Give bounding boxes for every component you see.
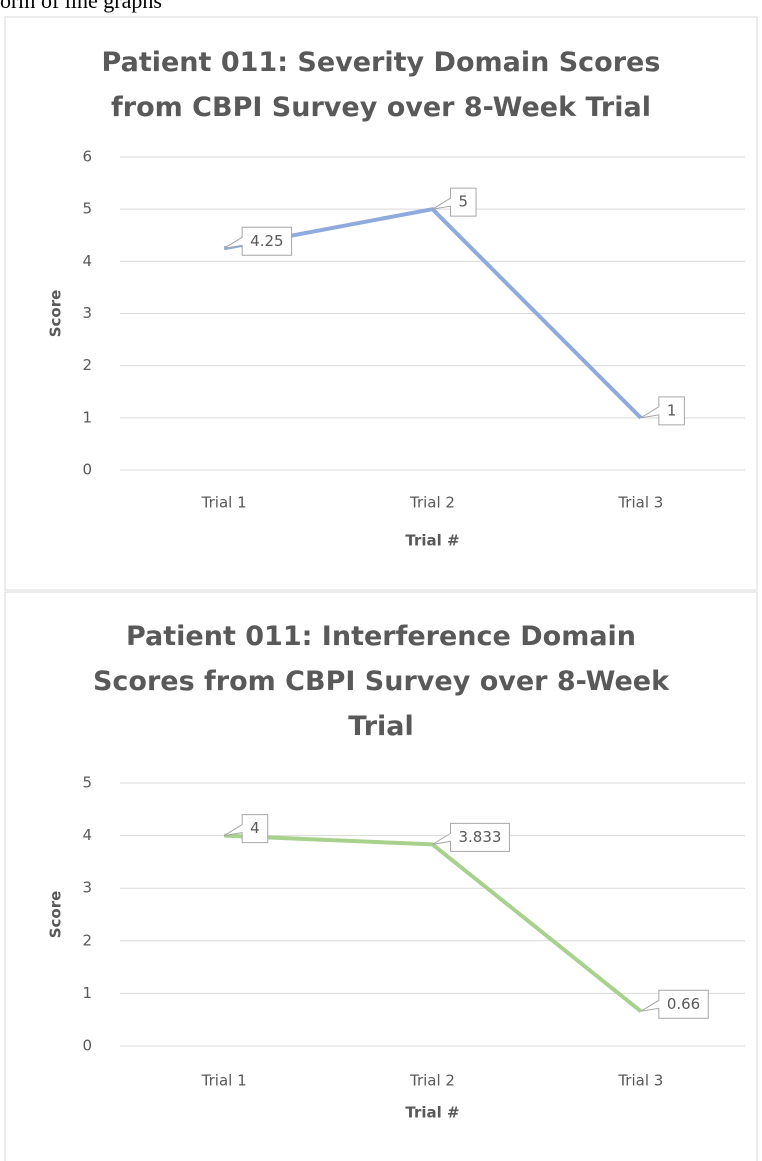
x-axis-title: Trial # (405, 532, 459, 550)
y-axis-title: Score (47, 891, 65, 939)
y-tick-label: 6 (82, 148, 92, 166)
x-tick-label: Trial 2 (409, 494, 455, 512)
y-tick-label: 3 (82, 304, 92, 322)
data-label: 5 (459, 193, 469, 211)
chart-frame (4, 16, 758, 591)
data-label: 0.66 (667, 995, 700, 1013)
data-label: 4.25 (250, 232, 283, 250)
x-tick-label: Trial 2 (409, 1072, 455, 1090)
x-tick-label: Trial 1 (201, 1072, 247, 1090)
data-label-box (640, 989, 709, 1019)
y-tick-label: 4 (82, 252, 92, 270)
y-tick-label: 1 (82, 408, 92, 426)
line (224, 833, 643, 1013)
y-tick-label: 0 (82, 1037, 92, 1055)
y-axis-title: Score (47, 290, 65, 338)
chart-title: Patient 011: Severity Domain Scores from… (101, 47, 661, 123)
data-label: 1 (667, 401, 677, 419)
y-tick-label: 2 (82, 356, 92, 374)
x-tick-label: Trial 3 (617, 494, 663, 512)
data-label-box (432, 822, 510, 852)
y-tick-label: 5 (82, 774, 92, 792)
chart-frame (4, 591, 758, 1161)
y-tick-label: 1 (82, 984, 92, 1002)
x-tick-label: Trial 3 (617, 1072, 663, 1090)
data-label-box (640, 396, 685, 426)
data-label: 3.833 (459, 828, 502, 846)
data-label-box (223, 226, 293, 256)
x-axis-title: Trial # (405, 1104, 459, 1122)
x-tick-label: Trial 1 (201, 494, 247, 512)
caption: orm of line graphs (0, 0, 162, 13)
y-tick-label: 2 (82, 931, 92, 949)
data-label-box (432, 187, 477, 217)
chart-title: Patient 011: Interference Domain Scores … (92, 621, 670, 742)
y-tick-label: 4 (82, 826, 92, 844)
y-tick-label: 5 (82, 200, 92, 218)
data-label: 4 (250, 819, 260, 837)
y-tick-label: 3 (82, 879, 92, 897)
y-tick-label: 0 (82, 461, 92, 479)
data-label-box (223, 814, 269, 844)
